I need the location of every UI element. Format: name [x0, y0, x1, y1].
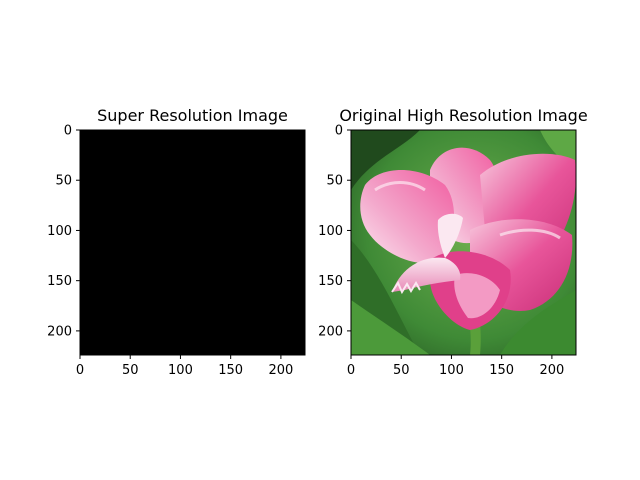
tulip-photo — [351, 130, 576, 355]
x-tick-label: 150 — [218, 363, 243, 378]
y-tick-label: 50 — [55, 174, 72, 189]
y-tick-label: 100 — [47, 224, 72, 239]
subplot-title: Original High Resolution Image — [339, 106, 587, 125]
x-tick-label: 100 — [168, 363, 193, 378]
subplot-super-resolution: Super Resolution Image 0 50 100 150 200 0 50 10… — [47, 106, 305, 378]
y-tick-label: 150 — [47, 274, 72, 289]
x-tick-label: 0 — [76, 363, 84, 378]
x-tick-label: 50 — [393, 363, 410, 378]
x-tick-label: 200 — [539, 363, 564, 378]
y-tick-label: 200 — [318, 324, 343, 339]
subplot-original-high-resolution: Original High Resolution Image — [318, 106, 588, 378]
y-tick-label: 100 — [318, 224, 343, 239]
x-tick-label: 50 — [122, 363, 139, 378]
y-tick-label: 150 — [318, 274, 343, 289]
super-resolution-image — [80, 130, 305, 355]
y-tick-label: 0 — [335, 124, 343, 139]
y-tick-label: 0 — [64, 124, 72, 139]
x-tick-label: 100 — [439, 363, 464, 378]
y-tick-label: 50 — [326, 174, 343, 189]
y-tick-label: 200 — [47, 324, 72, 339]
x-tick-label: 150 — [489, 363, 514, 378]
subplot-title: Super Resolution Image — [97, 106, 288, 125]
x-tick-label: 0 — [347, 363, 355, 378]
x-tick-label: 200 — [268, 363, 293, 378]
